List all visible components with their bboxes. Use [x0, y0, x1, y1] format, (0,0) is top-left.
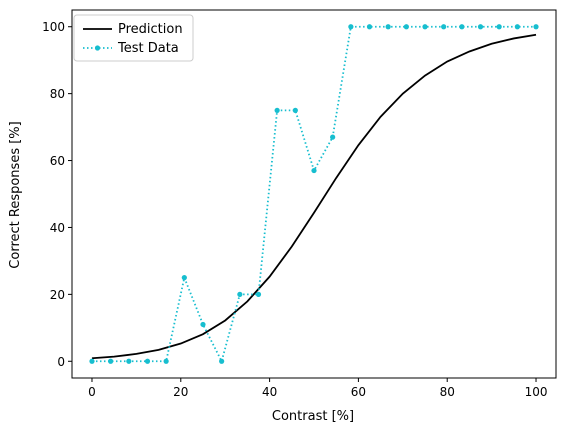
x-tick-label: 60 — [351, 385, 366, 399]
x-tick-label: 0 — [88, 385, 96, 399]
test-data-point — [274, 107, 280, 113]
test-data-point — [533, 24, 539, 30]
test-data-point — [181, 275, 187, 281]
y-tick-label: 20 — [50, 288, 65, 302]
test-data-point — [311, 167, 317, 174]
y-axis-label: Correct Responses [%] — [8, 121, 23, 268]
y-tick-label: 80 — [50, 87, 65, 101]
test-data-point — [126, 358, 132, 364]
test-data-point — [237, 291, 243, 297]
legend-prediction-label: Prediction — [118, 22, 183, 37]
test-data-point — [496, 24, 502, 30]
y-tick-label: 0 — [57, 355, 65, 369]
axes-layer: 0 20 40 60 80 100 0 20 40 60 80 100 — [42, 9, 557, 399]
plot-frame — [71, 9, 557, 379]
x-tick-label: 100 — [525, 385, 548, 399]
y-tick-label: 100 — [42, 20, 65, 34]
test-data-point — [441, 24, 447, 30]
test-data-point — [108, 358, 114, 364]
test-data-point — [348, 24, 354, 30]
test-data-point — [366, 24, 373, 30]
test-data-line — [91, 25, 537, 364]
x-tick-label: 80 — [440, 385, 455, 399]
test-data-point — [403, 24, 409, 30]
test-data-point — [459, 24, 465, 30]
legend-testdata-marker — [94, 45, 101, 51]
x-tick-label: 20 — [173, 385, 188, 399]
y-tick-label: 40 — [50, 221, 65, 235]
prediction-line — [91, 33, 537, 360]
test-data-point — [144, 358, 151, 364]
test-data-point — [163, 358, 169, 364]
test-data-point — [292, 107, 298, 113]
test-data-point — [385, 24, 391, 30]
plot-layer — [89, 24, 539, 364]
test-data-point — [255, 291, 262, 297]
x-tick-label: 40 — [262, 385, 277, 399]
test-data-point — [330, 134, 336, 140]
test-data-point — [477, 24, 484, 30]
y-tick-label: 60 — [50, 154, 65, 168]
test-data-point — [200, 321, 206, 328]
x-axis-label: Contrast [%] — [272, 409, 354, 424]
legend: Prediction Test Data — [73, 14, 194, 62]
test-data-point — [514, 24, 520, 30]
legend-box — [73, 14, 194, 62]
test-data-point — [422, 24, 428, 30]
legend-testdata-label: Test Data — [117, 41, 179, 56]
test-data-point — [219, 358, 225, 364]
test-data-point — [89, 358, 95, 364]
